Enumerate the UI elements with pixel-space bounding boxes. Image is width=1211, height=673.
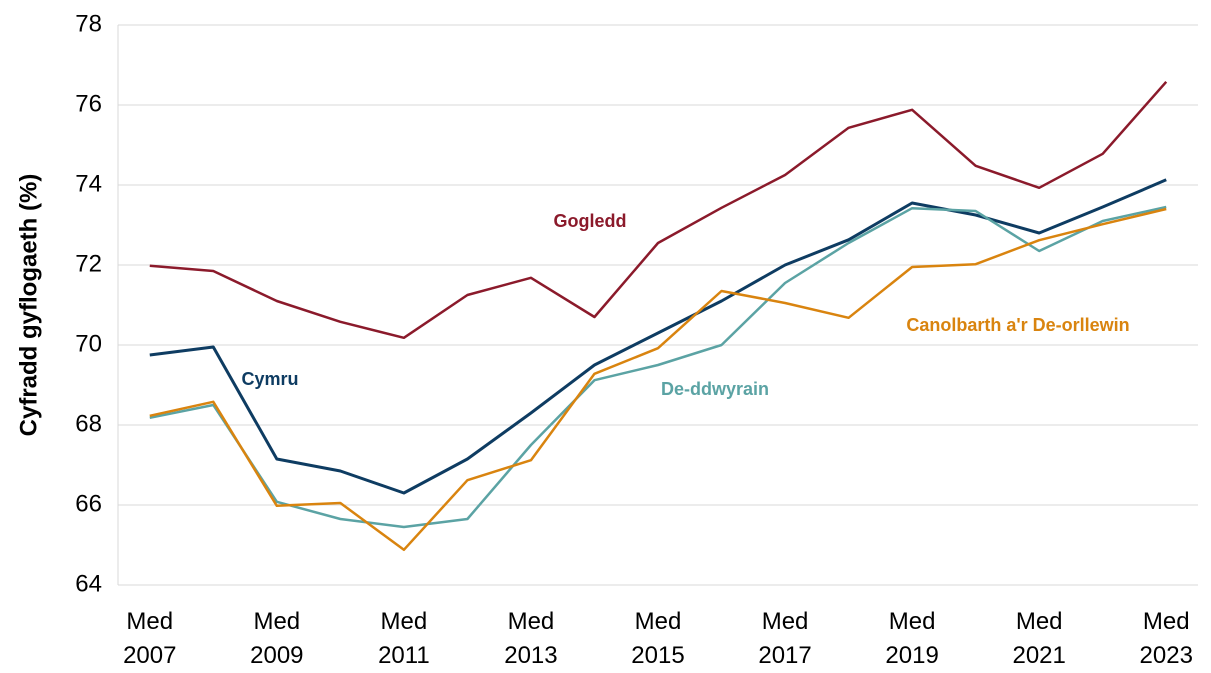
y-tick-label: 64 bbox=[75, 570, 102, 597]
y-tick-label: 70 bbox=[75, 330, 102, 357]
y-tick-label: 76 bbox=[75, 90, 102, 117]
series-line bbox=[149, 205, 1167, 529]
series-line bbox=[149, 80, 1168, 340]
x-tick-label: Med 2009 bbox=[250, 608, 303, 669]
x-tick-label: Med 2017 bbox=[758, 608, 811, 669]
series-label: Canolbarth a'r De-orllewin bbox=[906, 315, 1129, 335]
y-tick-label: 78 bbox=[75, 10, 102, 37]
x-tick-label: Med 2013 bbox=[504, 608, 557, 669]
series-label: De-ddwyrain bbox=[661, 379, 769, 399]
x-tick-label: Med 2007 bbox=[123, 608, 176, 669]
x-tick-label: Med 2021 bbox=[1012, 608, 1065, 669]
series-line bbox=[149, 207, 1167, 552]
y-tick-label: 72 bbox=[75, 250, 102, 277]
series-label: Gogledd bbox=[554, 211, 627, 231]
y-tick-label: 68 bbox=[75, 410, 102, 437]
series-line bbox=[149, 178, 1167, 495]
y-tick-label: 74 bbox=[75, 170, 102, 197]
x-tick-label: Med 2019 bbox=[885, 608, 938, 669]
x-tick-label: Med 2011 bbox=[378, 608, 430, 669]
y-tick-label: 66 bbox=[75, 490, 102, 517]
x-tick-label: Med 2015 bbox=[631, 608, 684, 669]
x-tick-label: Med 2023 bbox=[1140, 608, 1193, 669]
series-label: Cymru bbox=[241, 369, 298, 389]
y-axis-label: Cyfradd gyflogaeth (%) bbox=[15, 174, 42, 437]
